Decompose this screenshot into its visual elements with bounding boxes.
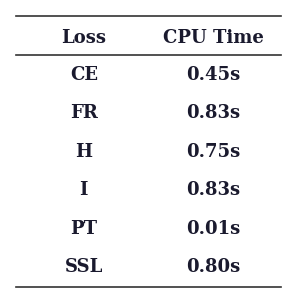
Text: 0.83s: 0.83s xyxy=(186,181,240,199)
Text: 0.80s: 0.80s xyxy=(186,258,240,276)
Text: PT: PT xyxy=(70,220,97,238)
Text: 0.45s: 0.45s xyxy=(186,66,240,83)
Text: SSL: SSL xyxy=(64,258,103,276)
Text: 0.75s: 0.75s xyxy=(186,143,240,161)
Text: FR: FR xyxy=(70,104,98,122)
Text: I: I xyxy=(80,181,88,199)
Text: CE: CE xyxy=(70,66,98,83)
Text: Loss: Loss xyxy=(61,29,106,47)
Text: H: H xyxy=(75,143,92,161)
Text: 0.83s: 0.83s xyxy=(186,104,240,122)
Text: 0.01s: 0.01s xyxy=(186,220,240,238)
Text: CPU Time: CPU Time xyxy=(163,29,264,47)
